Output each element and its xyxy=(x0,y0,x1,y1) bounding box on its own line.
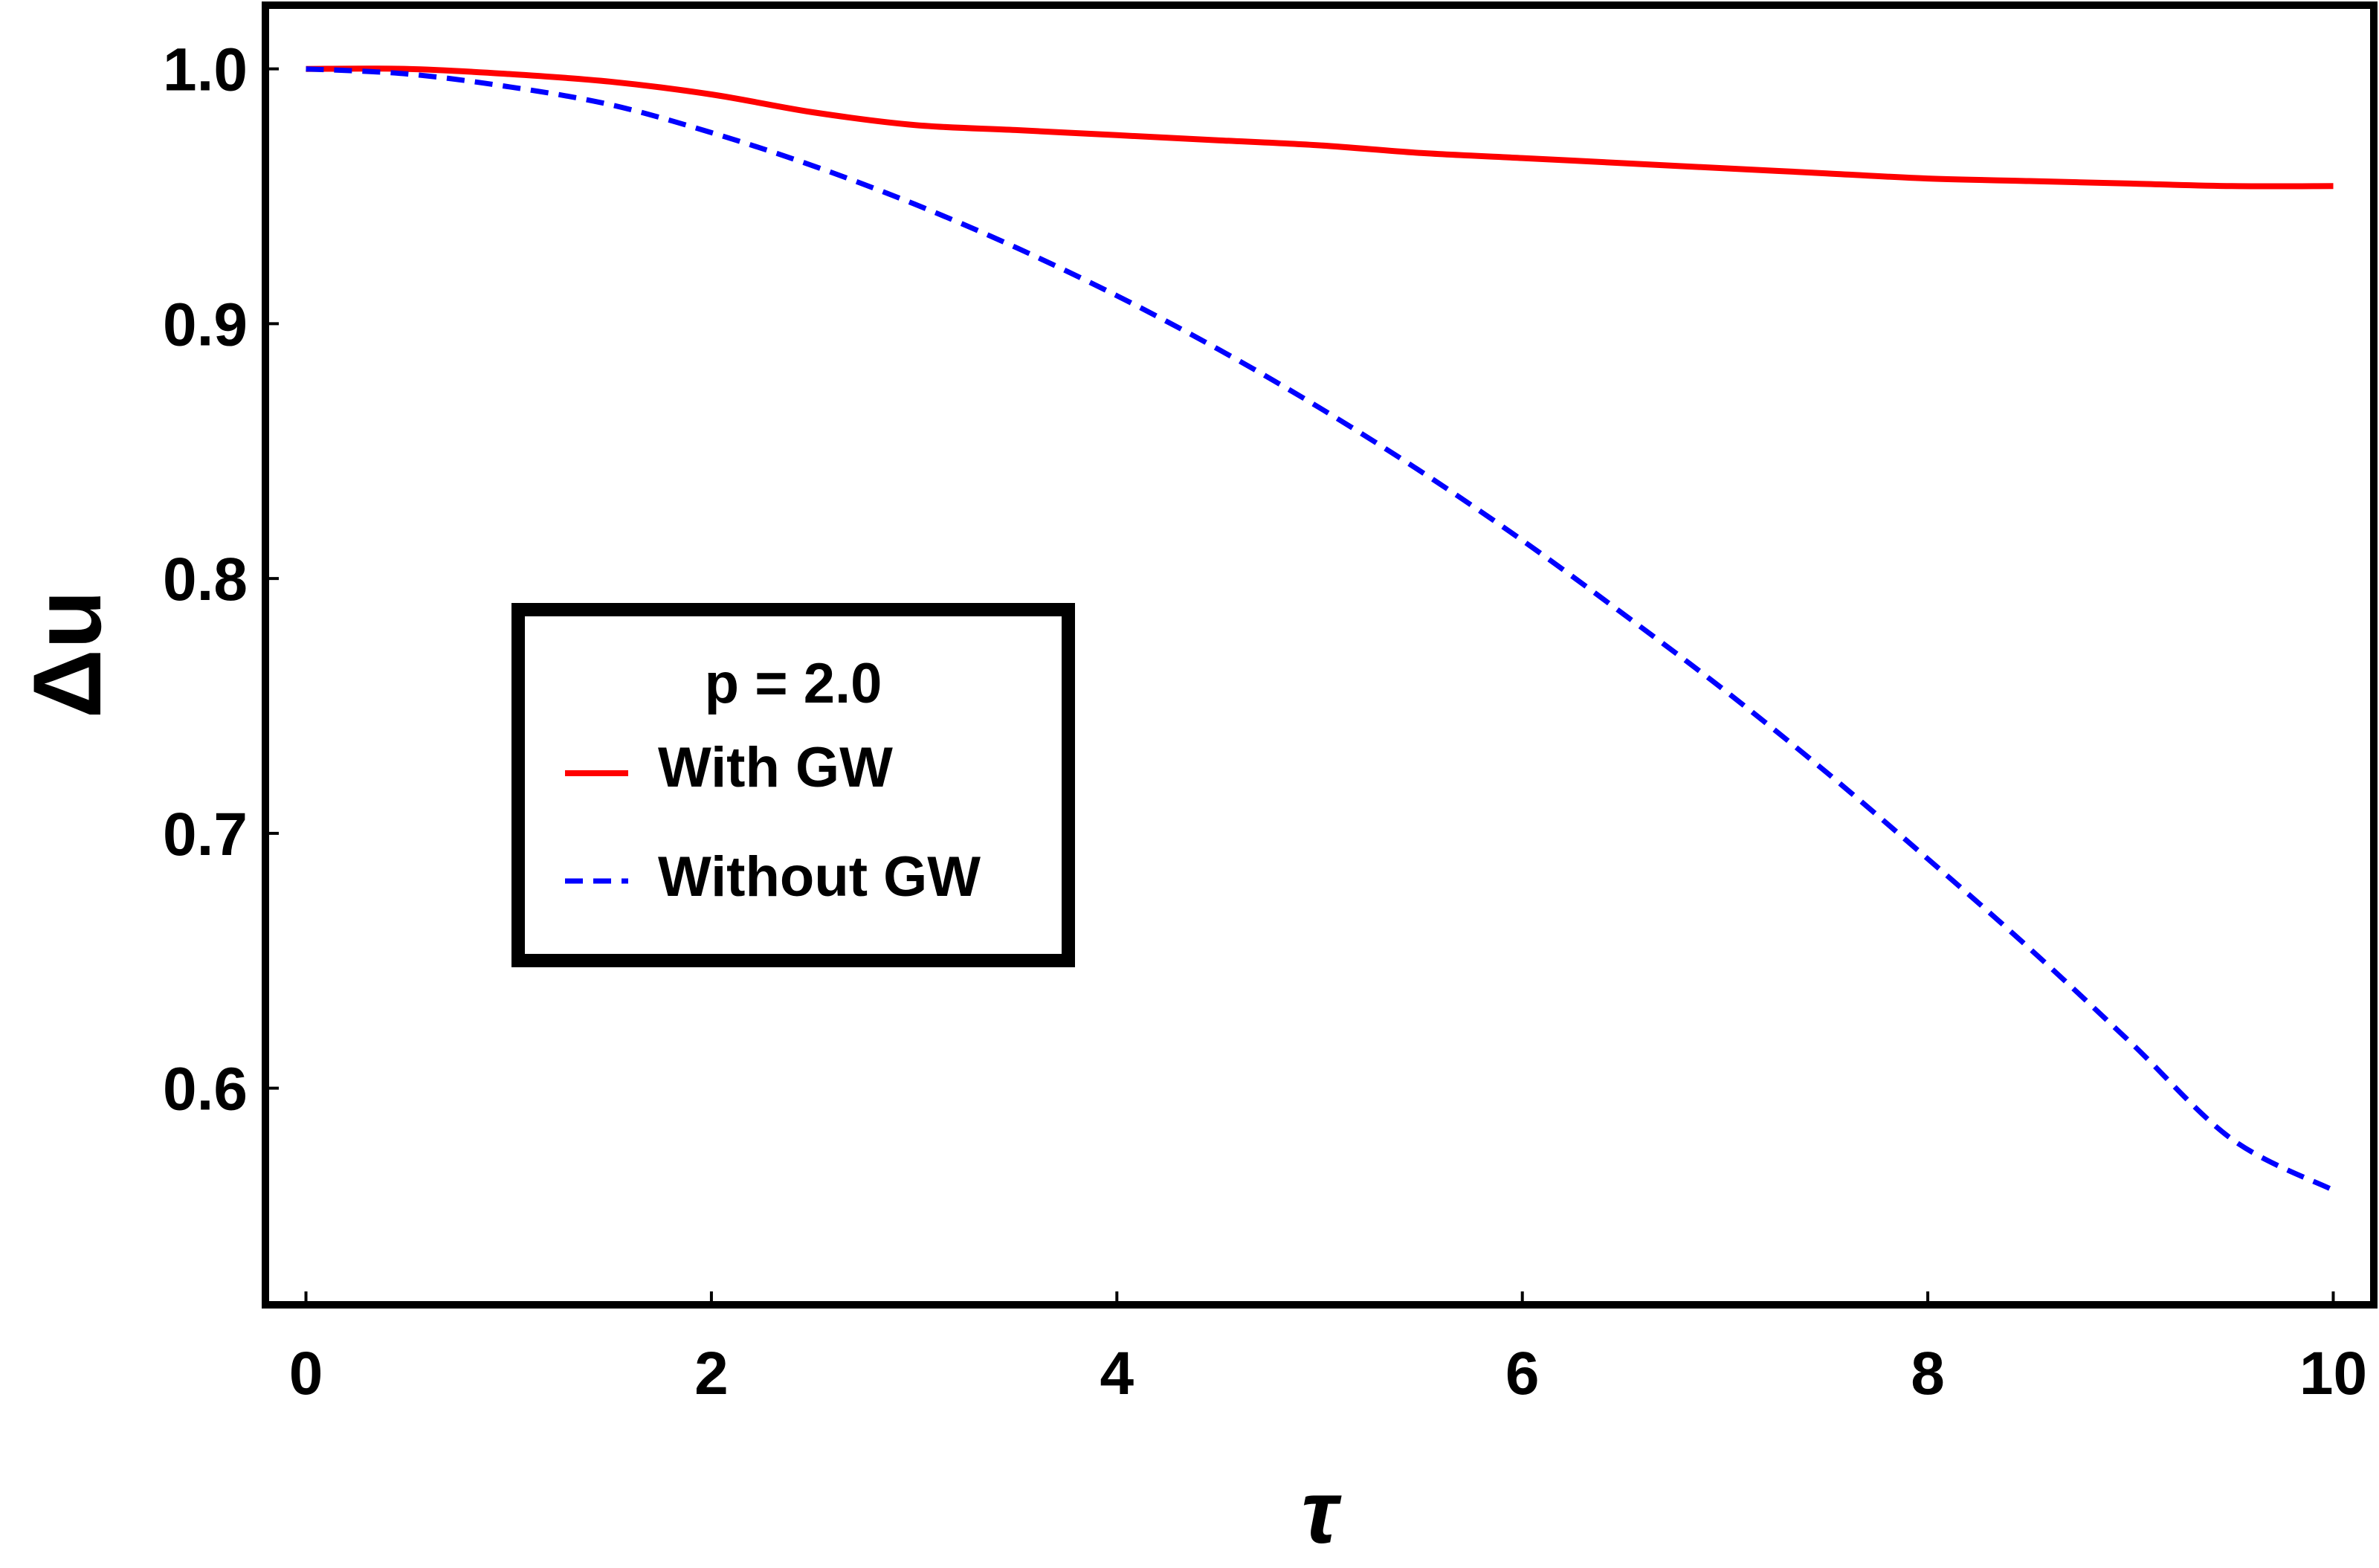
plot-frame xyxy=(262,1,2378,1309)
legend-title: p = 2.0 xyxy=(705,652,882,715)
y-tick-label: 0.9 xyxy=(163,291,248,358)
legend-entry-with-gw: With GW xyxy=(658,736,893,799)
x-axis-title: τ xyxy=(1301,1462,1342,1562)
y-tick-label: 0.7 xyxy=(163,801,248,868)
x-tick-label: 4 xyxy=(1100,1340,1134,1407)
series-line-with-gw xyxy=(306,65,2334,190)
x-tick-label: 10 xyxy=(2299,1340,2367,1407)
legend-box xyxy=(511,603,1075,967)
legend: p = 2.0 With GW Without GW xyxy=(511,603,1075,967)
series-line-without-gw xyxy=(306,66,2335,1193)
y-tick-label: 1.0 xyxy=(163,36,248,104)
x-tick-label: 8 xyxy=(1911,1340,1945,1407)
x-tick-label: 2 xyxy=(694,1340,729,1407)
ticks-layer: 0 2 4 6 8 10 0.6 0.7 0.8 0.9 1.0 xyxy=(163,36,2367,1407)
legend-entry-without-gw: Without GW xyxy=(658,845,981,909)
x-tick-label: 6 xyxy=(1505,1340,1540,1407)
y-tick-label: 0.8 xyxy=(163,546,248,613)
y-tick-label: 0.6 xyxy=(163,1056,248,1123)
series-layer xyxy=(306,65,2335,1193)
x-tick-label: 0 xyxy=(289,1340,323,1407)
y-axis-title: Δu xyxy=(13,590,121,719)
